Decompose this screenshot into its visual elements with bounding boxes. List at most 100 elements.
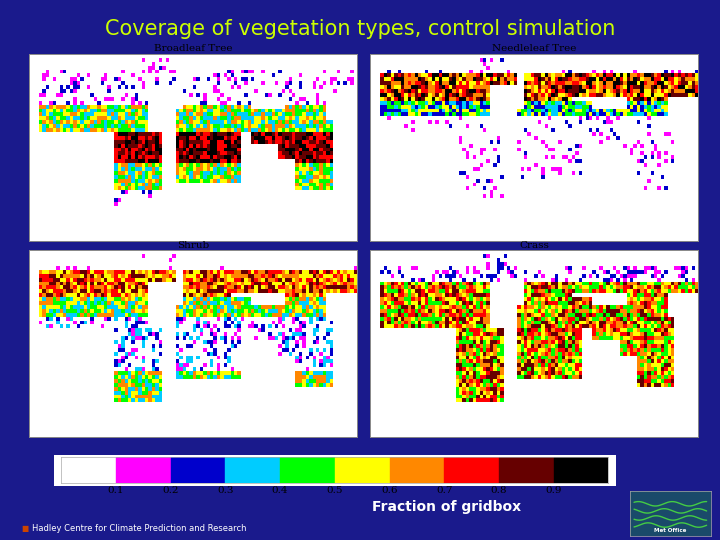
- Bar: [186, 375, 189, 379]
- Bar: [183, 144, 186, 147]
- Bar: [606, 316, 610, 321]
- Bar: [459, 97, 462, 101]
- Bar: [213, 156, 217, 159]
- Bar: [326, 355, 330, 360]
- Bar: [148, 387, 152, 390]
- Bar: [610, 274, 613, 278]
- Bar: [227, 132, 230, 136]
- Bar: [534, 355, 538, 360]
- Bar: [490, 371, 493, 375]
- Bar: [624, 289, 626, 293]
- Bar: [152, 344, 156, 348]
- Bar: [197, 109, 199, 112]
- Bar: [469, 144, 473, 147]
- Bar: [265, 140, 268, 144]
- Bar: [302, 278, 306, 281]
- Bar: [452, 73, 456, 77]
- Bar: [210, 278, 213, 281]
- Bar: [473, 97, 476, 101]
- Bar: [647, 293, 651, 297]
- Bar: [476, 179, 480, 183]
- Bar: [514, 66, 517, 70]
- Bar: [469, 93, 473, 97]
- Bar: [637, 270, 640, 274]
- Bar: [138, 171, 142, 175]
- Bar: [476, 309, 480, 313]
- Bar: [330, 340, 333, 344]
- Bar: [452, 270, 456, 274]
- Bar: [548, 360, 552, 363]
- Bar: [220, 120, 224, 124]
- Bar: [534, 344, 538, 348]
- Bar: [289, 270, 292, 274]
- Bar: [582, 85, 585, 89]
- Bar: [473, 270, 476, 274]
- Bar: [476, 109, 480, 112]
- Bar: [531, 360, 534, 363]
- Bar: [152, 179, 156, 183]
- Bar: [541, 332, 544, 336]
- Bar: [555, 297, 558, 301]
- Bar: [384, 305, 387, 309]
- Bar: [555, 293, 558, 297]
- Bar: [531, 289, 534, 293]
- Bar: [480, 328, 483, 332]
- Bar: [405, 286, 408, 289]
- Bar: [309, 179, 312, 183]
- Bar: [220, 77, 224, 82]
- Bar: [158, 175, 162, 179]
- Bar: [213, 136, 217, 140]
- Bar: [521, 309, 524, 313]
- Bar: [661, 97, 665, 101]
- Bar: [135, 171, 138, 175]
- Bar: [651, 93, 654, 97]
- Bar: [401, 112, 405, 116]
- Bar: [483, 109, 487, 112]
- Bar: [176, 128, 179, 132]
- Bar: [142, 175, 145, 179]
- Bar: [606, 82, 610, 85]
- Bar: [575, 85, 579, 89]
- Bar: [462, 85, 466, 89]
- Bar: [531, 93, 534, 97]
- Bar: [76, 301, 80, 305]
- Bar: [230, 159, 234, 163]
- Bar: [579, 309, 582, 313]
- Bar: [476, 136, 480, 140]
- Bar: [603, 109, 606, 112]
- Bar: [46, 278, 49, 281]
- Bar: [397, 293, 401, 297]
- Bar: [39, 105, 42, 109]
- Bar: [418, 97, 421, 101]
- Bar: [84, 109, 87, 112]
- Bar: [500, 77, 503, 82]
- Bar: [309, 105, 312, 109]
- Bar: [271, 112, 275, 116]
- Bar: [528, 316, 531, 321]
- Bar: [380, 281, 384, 286]
- Bar: [158, 179, 162, 183]
- Bar: [544, 109, 548, 112]
- Bar: [193, 116, 197, 120]
- Bar: [227, 289, 230, 293]
- Bar: [152, 375, 156, 379]
- Bar: [299, 281, 302, 286]
- Bar: [524, 89, 528, 93]
- Bar: [480, 73, 483, 77]
- Bar: [667, 89, 671, 93]
- Bar: [56, 297, 60, 301]
- Bar: [320, 281, 323, 286]
- Bar: [254, 278, 258, 281]
- Bar: [493, 82, 497, 85]
- Bar: [121, 305, 125, 309]
- Bar: [60, 120, 63, 124]
- Bar: [145, 186, 148, 191]
- Bar: [213, 85, 217, 89]
- Bar: [565, 163, 569, 167]
- Bar: [131, 124, 135, 128]
- Bar: [647, 85, 651, 89]
- Bar: [176, 363, 179, 367]
- Bar: [90, 105, 94, 109]
- Bar: [76, 73, 80, 77]
- Bar: [224, 116, 227, 120]
